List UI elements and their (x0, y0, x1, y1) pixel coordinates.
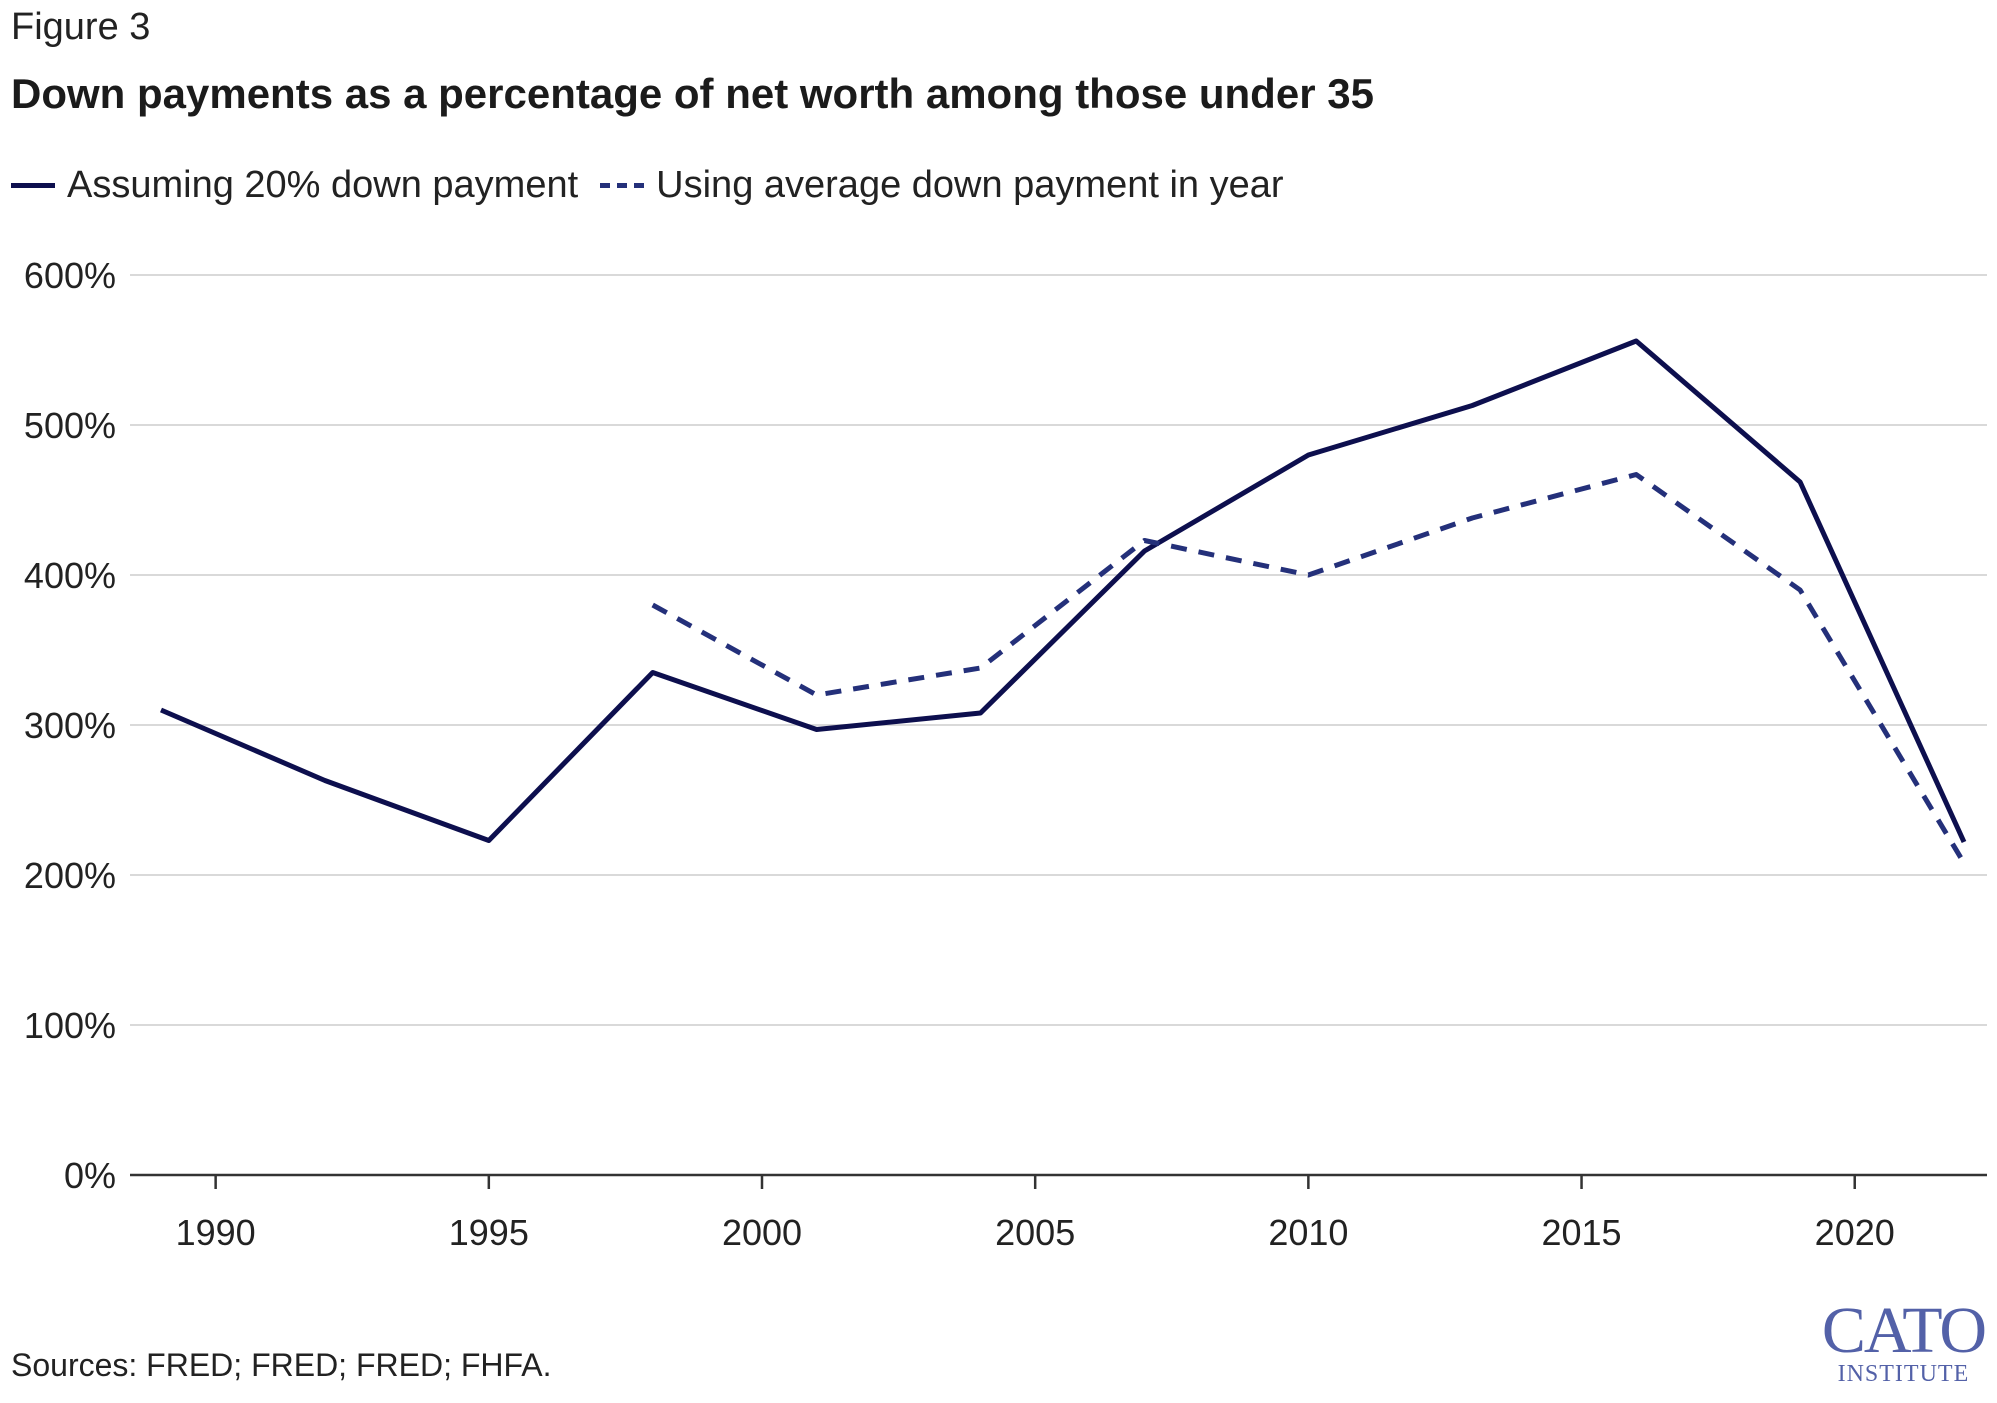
legend-item-series-1: Assuming 20% down payment (11, 164, 578, 207)
logo-main-text: CATO (1821, 1294, 1987, 1367)
y-tick-label-100: 100% (24, 1005, 116, 1046)
legend-swatch-solid (11, 182, 55, 188)
x-tick-label-2005: 2005 (995, 1212, 1075, 1253)
x-tick-label-2010: 2010 (1268, 1212, 1348, 1253)
y-tick-label-0: 0% (64, 1155, 116, 1196)
legend: Assuming 20% down payment Using average … (11, 160, 1306, 210)
y-tick-label-200: 200% (24, 855, 116, 896)
y-tick-label-400: 400% (24, 555, 116, 596)
x-tick-label-2015: 2015 (1541, 1212, 1621, 1253)
series-line-1 (160, 338, 1967, 844)
x-tick-label-2020: 2020 (1815, 1212, 1895, 1253)
logo-sub-text: INSTITUTE (1837, 1361, 1970, 1387)
y-tick-label-300: 300% (24, 705, 116, 746)
x-tick-label-1995: 1995 (449, 1212, 529, 1253)
chart-title: Down payments as a percentage of net wor… (11, 70, 1374, 117)
x-tick-label-1990: 1990 (176, 1212, 256, 1253)
line-chart: 0% 100% 200% 300% 400% 500% 600% 1990 1995 2000 20… (24, 255, 1987, 1253)
x-tick-label-2000: 2000 (722, 1212, 802, 1253)
y-tick-label-600: 600% (24, 255, 116, 296)
cato-institute-logo: CATO INSTITUTE (1821, 1294, 1987, 1387)
legend-label-series-1: Assuming 20% down payment (67, 163, 579, 206)
series-line-2 (651, 472, 1967, 865)
legend-swatch-dashed (600, 182, 645, 188)
legend-item-series-2: Using average down payment in year (600, 163, 1284, 207)
figure-label: Figure 3 (11, 6, 151, 48)
y-tick-label-500: 500% (24, 405, 116, 446)
source-note: Sources: FRED; FRED; FRED; FHFA. (11, 1347, 552, 1383)
legend-label-series-2: Using average down payment in year (656, 163, 1284, 206)
